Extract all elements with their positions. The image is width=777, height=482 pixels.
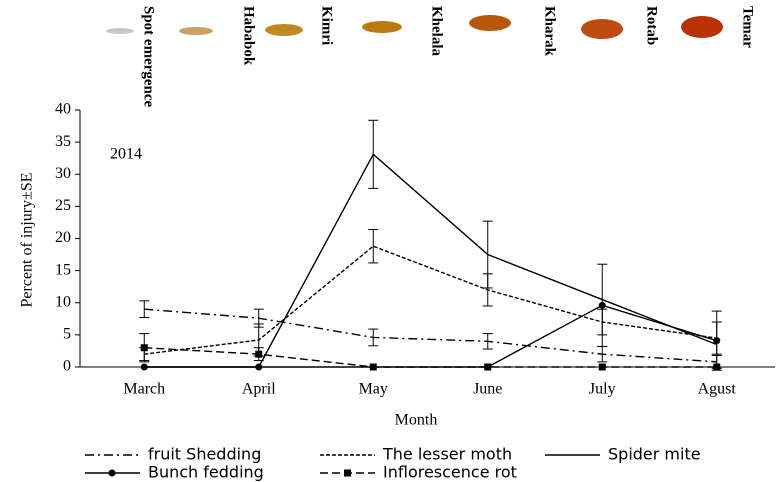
legend-label: fruit Shedding: [148, 445, 261, 464]
marker: [598, 363, 606, 371]
marker: [140, 363, 148, 371]
stage-icon: [681, 16, 723, 38]
series-line: [144, 308, 717, 363]
stage-icon: [362, 21, 402, 33]
x-tick-label: Agust: [698, 381, 737, 398]
stage-icon: [106, 28, 134, 34]
series-line: [144, 347, 717, 368]
series-line: [144, 153, 718, 368]
stage-label: Hababok: [241, 6, 257, 66]
legend-label: Bunch fedding: [148, 463, 264, 482]
marker: [255, 363, 263, 371]
x-tick-label: June: [473, 381, 502, 398]
stage-icons: [106, 15, 723, 39]
marker: [369, 363, 377, 371]
stage-label: Kharak: [542, 6, 558, 57]
marker: [140, 344, 148, 352]
stage-icon: [265, 24, 303, 36]
stage-icon: [581, 19, 623, 39]
series-line: [144, 245, 717, 355]
x-tick-label: March: [123, 381, 165, 398]
legend-label: Spider mite: [608, 445, 701, 464]
legend-marker: [108, 469, 116, 477]
y-tick-label: 20: [55, 229, 71, 246]
y-tick-label: 5: [63, 326, 71, 343]
x-axis-label: Month: [395, 412, 438, 429]
annotation: 2014: [110, 146, 142, 163]
marker: [255, 350, 263, 358]
legend-marker: [344, 469, 351, 477]
marker: [484, 363, 492, 371]
y-tick-label: 40: [55, 101, 71, 118]
x-tick-label: April: [242, 381, 276, 398]
stage-label: Spot emergence: [141, 6, 157, 108]
stage-icon: [179, 27, 213, 35]
x-tick-label: May: [359, 381, 388, 398]
x-tick-label: July: [589, 381, 616, 398]
y-tick-label: 35: [55, 133, 71, 150]
marker: [713, 363, 721, 371]
legend-label: Inflorescence rot: [383, 463, 517, 482]
marker: [713, 337, 721, 345]
marker: [598, 301, 606, 309]
y-axis-label: Percent of injury±SE: [19, 173, 36, 308]
y-tick-label: 10: [55, 293, 71, 310]
y-tick-label: 15: [55, 261, 71, 278]
stage-label: Rotab: [644, 6, 660, 45]
stage-label: Khelala: [429, 6, 445, 57]
stage-label: Temar: [740, 6, 756, 48]
series-line: [144, 304, 717, 368]
y-tick-label: 0: [63, 358, 71, 375]
legend-label: The lesser moth: [382, 445, 512, 464]
y-tick-label: 30: [55, 165, 71, 182]
stage-label: Kimri: [319, 6, 335, 45]
stage-icon: [469, 15, 511, 31]
y-tick-label: 25: [55, 197, 71, 214]
